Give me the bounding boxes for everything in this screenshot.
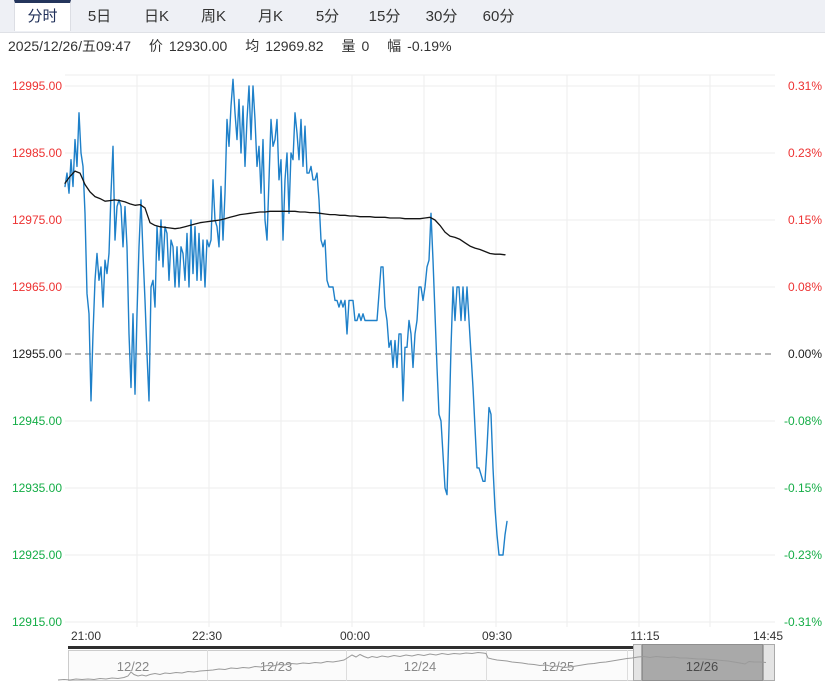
time-tick-14:45: 14:45 — [752, 629, 784, 643]
period-tab-3[interactable]: 日K — [143, 8, 169, 25]
percent-tick--0.31%: -0.31% — [783, 615, 822, 629]
volume-value: 0 — [361, 38, 370, 54]
period-tab-5[interactable]: 月K — [257, 8, 283, 25]
navigator-day-12/25[interactable]: 12/25 — [541, 659, 575, 674]
navigator-day-12/26[interactable]: 12/26 — [685, 659, 719, 674]
percent-tick-0.00%: 0.00% — [787, 347, 822, 361]
period-tab-1[interactable]: 分时 — [14, 0, 71, 31]
price-tick-12945.00: 12945.00 — [11, 414, 62, 428]
price-chart-canvas[interactable] — [0, 0, 825, 650]
navigator-day-12/24[interactable]: 12/24 — [403, 659, 437, 674]
price-label: 价 — [148, 38, 163, 54]
percent-tick-0.31%: 0.31% — [787, 79, 822, 93]
period-tab-2[interactable]: 5日 — [87, 8, 112, 25]
navigator-day-12/23[interactable]: 12/23 — [259, 659, 293, 674]
percent-tick--0.15%: -0.15% — [783, 481, 822, 495]
quote-datetime: 2025/12/26/五09:47 — [8, 38, 131, 54]
navigator-divider-2 — [346, 650, 347, 681]
percent-tick--0.08%: -0.08% — [783, 414, 822, 428]
time-tick-09:30: 09:30 — [481, 629, 513, 643]
period-tab-9[interactable]: 60分 — [482, 8, 515, 25]
volume-label: 量 — [341, 38, 356, 54]
price-tick-12985.00: 12985.00 — [11, 146, 62, 160]
price-line — [64, 78, 508, 556]
price-tick-12955.00: 12955.00 — [11, 347, 62, 361]
price-value: 12930.00 — [168, 38, 228, 54]
period-tab-6[interactable]: 5分 — [315, 8, 340, 25]
percent-tick-0.23%: 0.23% — [787, 146, 822, 160]
navigator-divider-4 — [627, 650, 628, 681]
average-line — [64, 170, 506, 256]
period-tab-4[interactable]: 周K — [200, 8, 226, 25]
navigator-left-handle[interactable] — [633, 644, 642, 681]
period-tab-8[interactable]: 30分 — [425, 8, 458, 25]
percent-tick-0.15%: 0.15% — [787, 213, 822, 227]
time-tick-00:00: 00:00 — [339, 629, 371, 643]
change-label: 幅 — [387, 38, 402, 54]
price-tick-12975.00: 12975.00 — [11, 213, 62, 227]
navigator-day-12/22[interactable]: 12/22 — [116, 659, 150, 674]
price-tick-12935.00: 12935.00 — [11, 481, 62, 495]
price-tick-12915.00: 12915.00 — [11, 615, 62, 629]
period-tab-7[interactable]: 15分 — [368, 8, 401, 25]
avg-value: 12969.82 — [265, 38, 324, 54]
navigator-divider-3 — [486, 650, 487, 681]
avg-label: 均 — [245, 38, 260, 54]
change-value: -0.19% — [407, 38, 452, 54]
percent-tick-0.08%: 0.08% — [787, 280, 822, 294]
period-tabbar: 分时 5日 日K 周K 月K 5分 15分 30分 60分 — [0, 0, 825, 33]
time-tick-22:30: 22:30 — [191, 629, 223, 643]
time-tick-21:00: 21:00 — [70, 629, 102, 643]
navigator-right-handle[interactable] — [763, 644, 775, 681]
price-tick-12965.00: 12965.00 — [11, 280, 62, 294]
price-tick-12995.00: 12995.00 — [11, 79, 62, 93]
navigator-axis-line — [68, 646, 634, 649]
price-tick-12925.00: 12925.00 — [11, 548, 62, 562]
percent-tick--0.23%: -0.23% — [783, 548, 822, 562]
navigator-divider-1 — [207, 650, 208, 681]
time-tick-11:15: 11:15 — [630, 629, 660, 643]
